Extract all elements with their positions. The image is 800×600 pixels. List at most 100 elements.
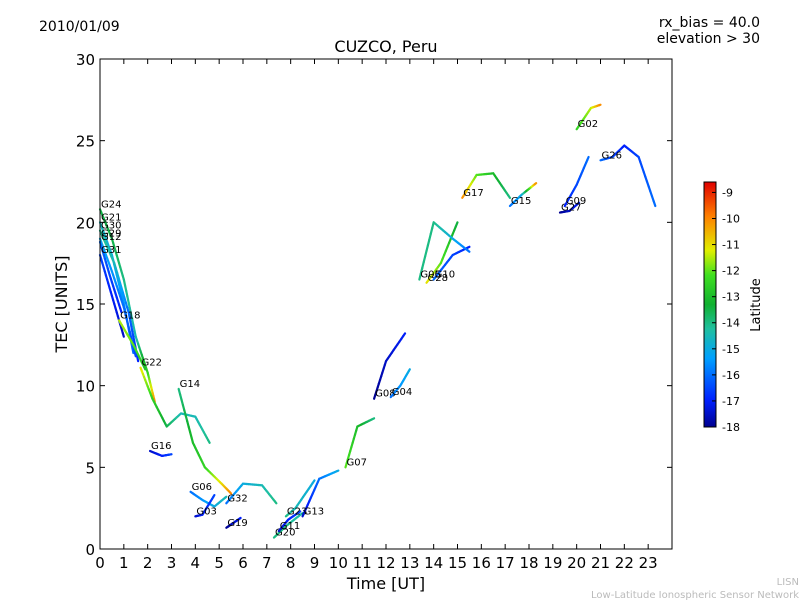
series-label: G09 — [566, 196, 586, 207]
series-label: G04 — [392, 387, 412, 398]
series-label: G18 — [120, 310, 140, 321]
series-label: G12 — [101, 232, 121, 243]
series-segment — [466, 249, 471, 253]
series-segment — [273, 500, 278, 505]
series-segment — [229, 491, 233, 495]
axis-ticks: 0 1 2 3 4 5 6 7 8 9 10 11 12 13 14 15 16 17 18 19 20 21 22 2305… — [76, 51, 672, 572]
series-segment — [533, 182, 538, 186]
x-tick-label: 12 — [376, 554, 395, 572]
series-segment — [121, 331, 125, 338]
series-label: G16 — [151, 441, 171, 452]
series-segment — [224, 495, 228, 499]
y-tick-label: 10 — [76, 378, 95, 396]
x-tick-label: 21 — [591, 554, 610, 572]
series-segment — [311, 479, 316, 485]
colorbar-tick-label: -14 — [722, 317, 740, 330]
series-g06: G06 — [189, 482, 228, 508]
series-g23: G23 — [284, 479, 316, 518]
x-tick-label: 9 — [310, 554, 320, 572]
series-label: G15 — [511, 196, 531, 207]
colorbar-tick-label: -12 — [722, 265, 740, 278]
chart-title: CUZCO, Peru — [334, 37, 437, 56]
elevation-label: elevation > 30 — [657, 31, 760, 47]
series-label: G31 — [101, 245, 121, 256]
x-tick-label: 10 — [329, 554, 348, 572]
x-tick-label: 16 — [472, 554, 491, 572]
series-label: G17 — [463, 188, 483, 199]
colorbar-tick-label: -17 — [722, 395, 740, 408]
x-tick-label: 15 — [448, 554, 467, 572]
series-g18: G18 — [117, 310, 147, 371]
x-tick-label: 19 — [543, 554, 562, 572]
series-label: G28 — [428, 273, 448, 284]
series-label: G14 — [180, 379, 200, 390]
series-segment — [335, 469, 340, 473]
series-g13: G13 — [301, 469, 340, 518]
series-label: G21 — [101, 212, 121, 223]
x-tick-label: 6 — [238, 554, 248, 572]
series-g19: G19 — [225, 516, 248, 529]
x-tick-label: 3 — [167, 554, 177, 572]
series-segment — [133, 350, 137, 358]
rx-bias-label: rx_bias = 40.0 — [659, 15, 760, 31]
series-g07: G07 — [344, 417, 376, 469]
x-tick-label: 4 — [191, 554, 201, 572]
y-tick-label: 25 — [76, 133, 95, 151]
series-label: G32 — [227, 493, 247, 504]
series-segment — [402, 332, 407, 338]
series-g12: G12 — [98, 232, 123, 314]
series-label: G07 — [346, 457, 366, 468]
series-label: G20 — [275, 528, 295, 539]
series-segment — [207, 439, 211, 444]
x-tick-label: 22 — [615, 554, 634, 572]
x-axis-label: Time [UT] — [346, 574, 425, 593]
y-tick-label: 5 — [85, 459, 95, 477]
series-g15: G15 — [508, 182, 538, 208]
y-tick-label: 15 — [76, 296, 95, 314]
series-g30: G30 — [98, 221, 140, 363]
series-g32: G32 — [225, 482, 278, 505]
series-segment — [586, 155, 590, 161]
series-g20: G20 — [272, 511, 304, 539]
colorbar-tick-label: -16 — [722, 369, 740, 382]
series-label: G22 — [142, 358, 162, 369]
date-label: 2010/01/09 — [39, 19, 120, 35]
x-tick-label: 18 — [519, 554, 538, 572]
series-label: G23 — [287, 506, 307, 517]
series-g17: G17 — [461, 172, 512, 199]
colorbar-tick-label: -13 — [722, 291, 740, 304]
x-tick-label: 17 — [496, 554, 515, 572]
series-segment — [652, 200, 657, 208]
colorbar-tick-label: -18 — [722, 421, 740, 434]
series-g05: G05 — [418, 221, 471, 281]
y-tick-label: 0 — [85, 541, 95, 559]
series-segment — [407, 368, 411, 373]
series-g26: G26 — [599, 144, 657, 208]
series-segment — [507, 194, 512, 199]
series-g28: G28 — [425, 221, 459, 284]
x-tick-label: 8 — [286, 554, 296, 572]
y-axis-label: TEC [UNITS] — [52, 256, 71, 354]
footer-network: Low-Latitude Ionospheric Sensor Network — [591, 590, 799, 600]
series-segment — [212, 494, 216, 499]
x-tick-label: 0 — [95, 554, 105, 572]
x-tick-label: 20 — [567, 554, 586, 572]
colorbar-tick-label: -10 — [722, 212, 740, 225]
x-tick-label: 5 — [214, 554, 224, 572]
series-label: G24 — [101, 199, 121, 210]
series-g27: G27 — [558, 201, 581, 214]
colorbar-tick-label: -11 — [722, 239, 740, 252]
series-label: G11 — [280, 521, 300, 532]
series-label: G10 — [435, 270, 455, 281]
series-segment — [371, 417, 376, 421]
series-label: G05 — [420, 270, 440, 281]
x-tick-label: 11 — [353, 554, 372, 572]
plot-frame — [99, 58, 673, 550]
series-label: G29 — [101, 229, 121, 240]
x-tick-label: 13 — [400, 554, 419, 572]
series-segment — [131, 347, 135, 355]
series-g08: G08 — [372, 332, 407, 400]
series-label: G13 — [304, 506, 324, 517]
y-tick-label: 30 — [76, 51, 95, 69]
